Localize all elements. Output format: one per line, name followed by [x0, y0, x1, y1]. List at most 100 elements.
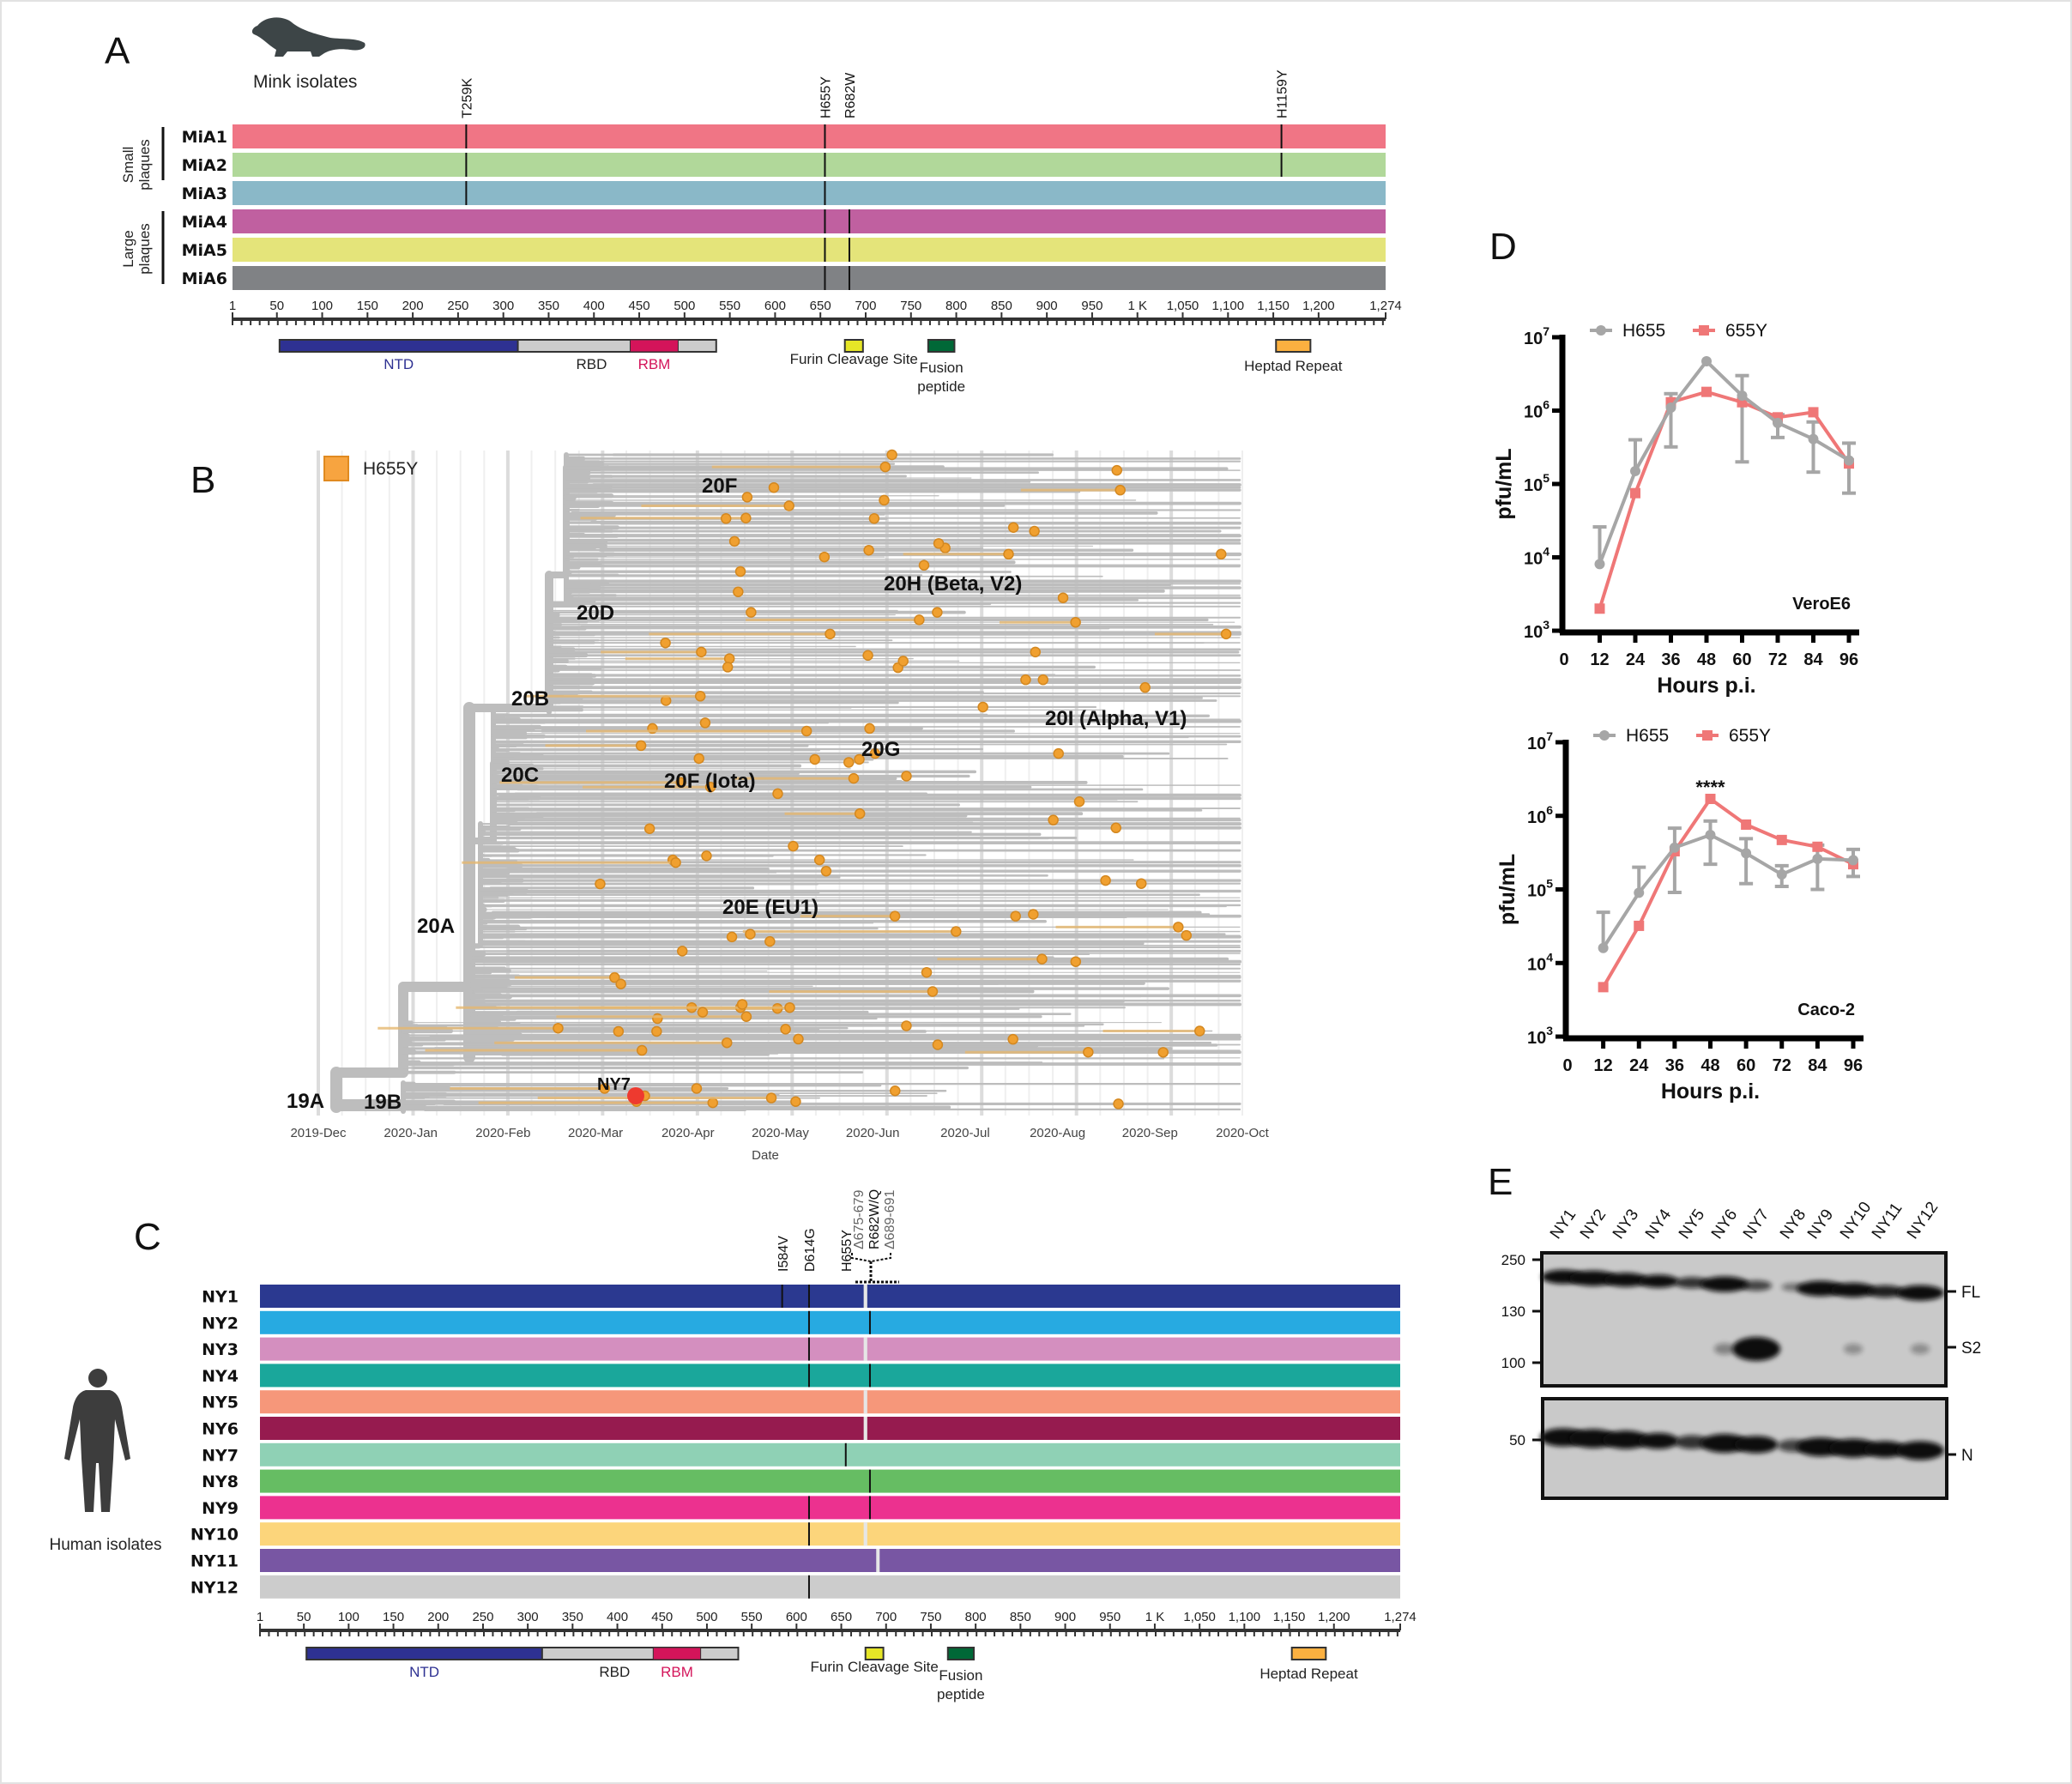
isolate-label-ny8: NY8: [202, 1473, 239, 1491]
fl-band: [1830, 1282, 1876, 1297]
residue-tick-label: 200: [402, 299, 424, 313]
h655y-sample-dot: [862, 650, 873, 662]
residue-tick-label: 300: [492, 299, 514, 313]
h655y-sample-dot: [1157, 1047, 1169, 1058]
isolate-bar-ny12: [260, 1575, 1400, 1599]
h655y-sample-dot: [1020, 674, 1031, 686]
y-axis-title: pfu/mL: [1492, 448, 1516, 519]
residue-tick-label: 350: [538, 299, 559, 313]
data-point-h655: [1848, 855, 1858, 866]
h655y-sample-dot: [1053, 747, 1064, 759]
h655y-legend-swatch: [323, 456, 349, 481]
furin-label: Furin Cleavage Site: [790, 351, 918, 367]
h655y-sample-dot: [886, 449, 897, 461]
fusion-label-2: peptide: [917, 378, 965, 395]
ntd-label: NTD: [384, 356, 414, 372]
x-tick-label: 60: [1737, 1056, 1755, 1075]
h655y-sample-dot: [897, 656, 909, 667]
data-point-h655: [1737, 390, 1748, 402]
data-point-h655: [1701, 356, 1712, 367]
isolate-bar-ny1: [260, 1285, 1400, 1308]
x-tick-label: 84: [1808, 1056, 1827, 1075]
clade-20g: 20G: [861, 738, 900, 761]
h655y-sample-dot: [927, 986, 939, 997]
deletion-mark: [863, 1337, 867, 1361]
residue-tick-label: 1,200: [1302, 299, 1335, 313]
residue-tick-label: 700: [855, 299, 876, 313]
isolate-bar-mia2: [233, 153, 1386, 177]
y-tick-exponent: 3: [1546, 1024, 1553, 1037]
y-tick-exponent: 4: [1543, 545, 1549, 559]
h655y-sample-dot: [1048, 814, 1059, 825]
residue-tick-label: 500: [696, 1610, 717, 1624]
mutation-label-d614g: D614G: [803, 1228, 818, 1272]
mink-icon: [251, 17, 365, 57]
data-point-h655: [1741, 848, 1752, 859]
band-label-s2: S2: [1961, 1340, 1981, 1358]
isolate-label-mia4: MiA4: [182, 213, 227, 232]
h655y-sample-dot: [918, 559, 930, 571]
rbm-domain-bar: [652, 1647, 702, 1660]
mutation-label-h655y: H655Y: [840, 1230, 855, 1272]
fl-band: [1638, 1274, 1679, 1288]
legend-marker-655y: [1702, 730, 1713, 741]
furin-site-box: [843, 339, 864, 353]
h655y-sample-dot: [788, 840, 799, 852]
x-tick-label: 96: [1844, 1056, 1863, 1075]
h655y-sample-dot: [740, 512, 752, 523]
h655y-sample-dot: [676, 946, 688, 957]
y-tick-exponent: 5: [1543, 471, 1549, 485]
h655y-sample-dot: [1115, 484, 1126, 496]
heptad-label: Heptad Repeat: [1244, 358, 1343, 374]
legend-marker-655y: [1699, 325, 1709, 336]
isolate-label-ny1: NY1: [202, 1288, 239, 1307]
data-point-h655: [1776, 868, 1787, 880]
data-point-h655: [1812, 853, 1823, 864]
h655y-sample-dot: [660, 637, 671, 649]
isolate-label-ny9: NY9: [202, 1499, 239, 1518]
h655y-sample-dot: [1036, 953, 1048, 965]
y-tick-exponent: 6: [1546, 803, 1553, 817]
h655y-sample-dot: [696, 646, 707, 658]
isolate-bar-mia3: [233, 181, 1386, 205]
h655y-sample-dot: [1028, 909, 1039, 920]
h655y-sample-dot: [921, 966, 933, 978]
isolate-label-ny12: NY12: [190, 1578, 239, 1597]
residue-tick-label: 600: [764, 299, 786, 313]
h655y-sample-dot: [820, 865, 832, 877]
data-point-655y: [1598, 982, 1609, 993]
h655y-sample-dot: [1010, 910, 1021, 922]
residue-tick-label: 150: [383, 1610, 404, 1624]
y-tick-exponent: 7: [1546, 729, 1553, 743]
fl-band: [1896, 1285, 1944, 1301]
x-tick-label: 12: [1594, 1056, 1613, 1075]
date-tick-label: 2019-Dec: [290, 1126, 347, 1140]
fl-band: [1740, 1280, 1773, 1291]
mink-isolates-title: Mink isolates: [253, 72, 357, 92]
h655y-sample-dot: [854, 807, 866, 819]
h655y-sample-dot: [800, 725, 812, 737]
x-tick-label: 24: [1626, 650, 1646, 669]
rbd-label: RBD: [577, 356, 607, 372]
isolate-label-ny4: NY4: [202, 1367, 239, 1386]
ntd-label: NTD: [409, 1664, 439, 1680]
h655y-sample-dot: [651, 1025, 662, 1037]
date-tick-label: 2020-Feb: [475, 1126, 530, 1140]
rbm-label: RBM: [661, 1664, 693, 1680]
h655y-sample-dot: [1003, 548, 1014, 560]
residue-tick-label: 1: [257, 1610, 263, 1624]
data-point-h655: [1808, 433, 1819, 444]
h655y-sample-dot: [1139, 681, 1151, 693]
residue-tick-label: 900: [1036, 299, 1058, 313]
data-point-655y: [1594, 603, 1605, 614]
x-tick-label: 36: [1665, 1056, 1684, 1075]
h655y-sample-dot: [694, 691, 706, 702]
isolate-bar-ny5: [260, 1390, 1400, 1414]
h655y-sample-dot: [825, 628, 836, 640]
h655y-sample-dot: [1110, 822, 1121, 834]
legend-marker-h655: [1596, 325, 1606, 336]
h655y-sample-dot: [1173, 922, 1184, 933]
fusion-label-2: peptide: [937, 1686, 985, 1702]
panel-b-label: B: [190, 459, 215, 501]
panel-c-label: C: [134, 1216, 161, 1258]
